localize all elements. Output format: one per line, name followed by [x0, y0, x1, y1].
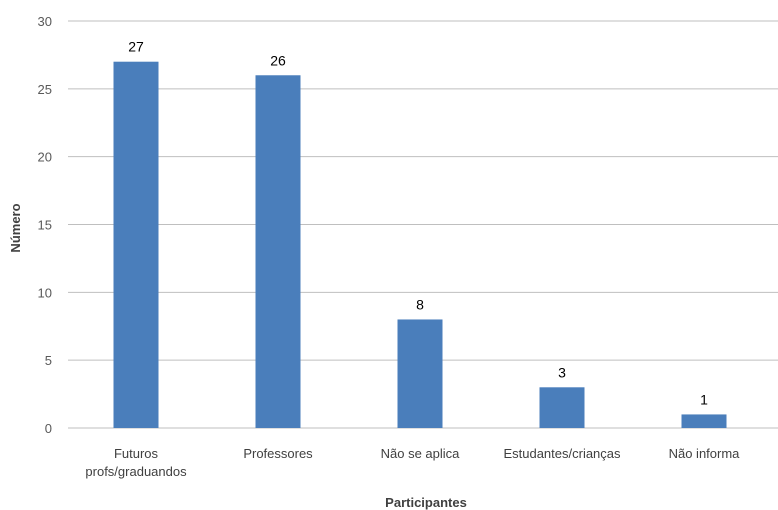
data-labels: 27 26 8 3 1: [128, 39, 708, 408]
category-label: Não informa: [669, 446, 741, 461]
bar: [255, 75, 301, 429]
y-tick-label: 20: [38, 150, 52, 165]
gridlines: [68, 20, 778, 429]
category-label: Não se aplica: [381, 446, 461, 461]
x-axis-title: Participantes: [385, 495, 467, 510]
data-label: 8: [416, 296, 424, 312]
y-tick-label: 5: [45, 353, 52, 368]
category-label: Futuros: [114, 446, 159, 461]
data-label: 3: [558, 364, 566, 380]
y-tick-label: 30: [38, 14, 52, 29]
y-tick-label: 25: [38, 82, 52, 97]
category-label: Estudantes/crianças: [503, 446, 621, 461]
y-axis-title: Número: [8, 203, 23, 252]
bars: [113, 61, 727, 429]
category-label: profs/graduandos: [85, 464, 187, 479]
bar: [113, 61, 159, 428]
data-label: 26: [270, 52, 286, 68]
y-tick-label: 10: [38, 285, 52, 300]
data-label: 1: [700, 391, 708, 407]
category-labels: Futuros profs/graduandos Professores Não se…: [85, 446, 740, 479]
y-tick-label: 15: [38, 218, 52, 233]
bar: [397, 319, 443, 428]
y-tick-label: 0: [45, 421, 52, 436]
category-label: Professores: [243, 446, 313, 461]
data-label: 27: [128, 39, 144, 55]
y-tick-labels: 0 5 10 15 20 25 30: [38, 14, 52, 436]
bar: [681, 414, 727, 428]
bar: [539, 387, 585, 428]
